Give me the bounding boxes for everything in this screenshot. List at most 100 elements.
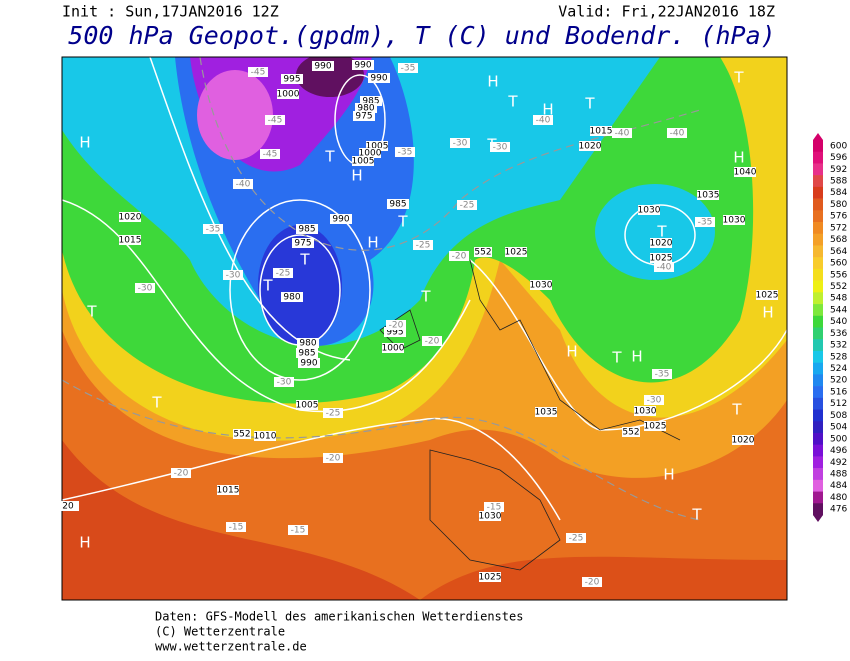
isotherm-label: -20 bbox=[585, 578, 600, 588]
pressure-center: H bbox=[566, 343, 577, 361]
colorbar-swatch bbox=[813, 210, 823, 223]
label-box bbox=[360, 96, 382, 106]
pressure-center: T bbox=[262, 277, 273, 295]
footer-url: www.wetterzentrale.de bbox=[155, 640, 307, 654]
colorbar-label: 556 bbox=[830, 270, 847, 280]
label-box bbox=[566, 533, 586, 543]
isotherm-label: -40 bbox=[615, 129, 630, 139]
colorbar-label: 540 bbox=[830, 317, 847, 327]
isobar-label: 1035 bbox=[697, 191, 720, 201]
isotherm-label: -20 bbox=[452, 252, 467, 262]
colorbar-label: 596 bbox=[830, 153, 847, 163]
colorbar-label: 500 bbox=[830, 434, 847, 444]
label-box bbox=[135, 283, 155, 293]
isobar-label: 975 bbox=[355, 112, 372, 122]
isobar-label: 1030 bbox=[638, 206, 661, 216]
label-box bbox=[413, 240, 433, 250]
isotherm-label: -25 bbox=[460, 201, 475, 211]
label-box bbox=[265, 115, 285, 125]
pressure-center: H bbox=[79, 534, 90, 552]
isobar-label: 990 bbox=[354, 61, 371, 71]
footer-copyright: (C) Wetterzentrale bbox=[155, 625, 285, 639]
label-box bbox=[382, 343, 404, 353]
pressure-center: T bbox=[151, 394, 162, 412]
colorbar-label: 516 bbox=[830, 387, 847, 397]
colorbar-swatch bbox=[813, 245, 823, 258]
label-box bbox=[634, 406, 656, 416]
label-box bbox=[288, 525, 308, 535]
isotherm-label: -30 bbox=[277, 378, 292, 388]
isobar-label: 1005 bbox=[352, 157, 375, 167]
geopotential-label: 552 bbox=[622, 428, 639, 438]
pressure-center: H bbox=[733, 149, 744, 167]
label-box bbox=[384, 327, 406, 337]
isotherm-label: -15 bbox=[487, 503, 502, 513]
pressure-center: H bbox=[367, 234, 378, 252]
colorbar-swatch bbox=[813, 491, 823, 504]
label-box bbox=[217, 485, 239, 495]
colorbar-label: 580 bbox=[830, 200, 847, 210]
colorbar-swatch bbox=[813, 186, 823, 199]
pressure-center: T bbox=[420, 288, 431, 306]
isobar-label: 1025 bbox=[505, 248, 528, 258]
colorbar-swatch bbox=[813, 421, 823, 434]
pressure-center: T bbox=[397, 213, 408, 231]
isobar-label: 1005 bbox=[296, 401, 319, 411]
colorbar-label: 524 bbox=[830, 364, 847, 374]
isobar-label: 1025 bbox=[479, 573, 502, 583]
label-box bbox=[723, 215, 745, 225]
pressure-center: T bbox=[324, 148, 335, 166]
isobar-label: 985 bbox=[362, 97, 379, 107]
label-box bbox=[226, 522, 246, 532]
colorbar-swatch bbox=[813, 503, 823, 516]
isotherm-label: -40 bbox=[536, 116, 551, 126]
colorbar-swatch bbox=[813, 327, 823, 340]
colorbar-label: 568 bbox=[830, 235, 847, 245]
colorbar-swatch bbox=[813, 409, 823, 422]
isotherm-label: -25 bbox=[326, 409, 341, 419]
label-box bbox=[323, 453, 343, 463]
label-box bbox=[355, 103, 377, 113]
label-box bbox=[590, 126, 612, 136]
colorbar-label: 492 bbox=[830, 458, 847, 468]
colorbar-label: 592 bbox=[830, 165, 847, 175]
isotherm-label: -30 bbox=[493, 143, 508, 153]
label-box bbox=[450, 138, 470, 148]
label-box bbox=[274, 377, 294, 387]
label-box bbox=[530, 280, 552, 290]
isotherm-label: -40 bbox=[236, 180, 251, 190]
isobar-label: 985 bbox=[298, 349, 315, 359]
colorbar-label: 488 bbox=[830, 469, 847, 479]
isotherm-label: -15 bbox=[291, 526, 306, 536]
label-box bbox=[171, 468, 191, 478]
label-box bbox=[353, 111, 375, 121]
label-box bbox=[579, 141, 601, 151]
isotherm-label: -45 bbox=[268, 116, 283, 126]
colorbar-swatch bbox=[813, 444, 823, 457]
isotherm-label: -35 bbox=[655, 370, 670, 380]
map-title: 500 hPa Geopot.(gpdm), T (C) und Bodendr… bbox=[68, 21, 775, 50]
isotherm-label: -30 bbox=[453, 139, 468, 149]
isotherm-label: -40 bbox=[657, 263, 672, 273]
footer-source: Daten: GFS-Modell des amerikanischen Wet… bbox=[155, 610, 523, 624]
pressure-center: T bbox=[584, 95, 595, 113]
label-box bbox=[667, 128, 687, 138]
label-box bbox=[281, 74, 303, 84]
colorbar-swatch bbox=[813, 315, 823, 328]
colorbar-label: 528 bbox=[830, 352, 847, 362]
colorbar-label: 504 bbox=[830, 423, 847, 433]
label-box bbox=[695, 217, 715, 227]
label-box bbox=[387, 199, 409, 209]
colorbar-label: 544 bbox=[830, 305, 847, 315]
pressure-center: T bbox=[86, 303, 97, 321]
label-box bbox=[57, 501, 79, 511]
isotherm-label: -20 bbox=[425, 337, 440, 347]
colorbar-swatch bbox=[813, 292, 823, 305]
label-box bbox=[297, 338, 319, 348]
label-box bbox=[298, 358, 320, 368]
geopotential-label: 552 bbox=[233, 430, 250, 440]
pressure-center: H bbox=[487, 73, 498, 91]
isobar-label: 1030 bbox=[634, 407, 657, 417]
colorbar-label: 476 bbox=[830, 505, 847, 515]
